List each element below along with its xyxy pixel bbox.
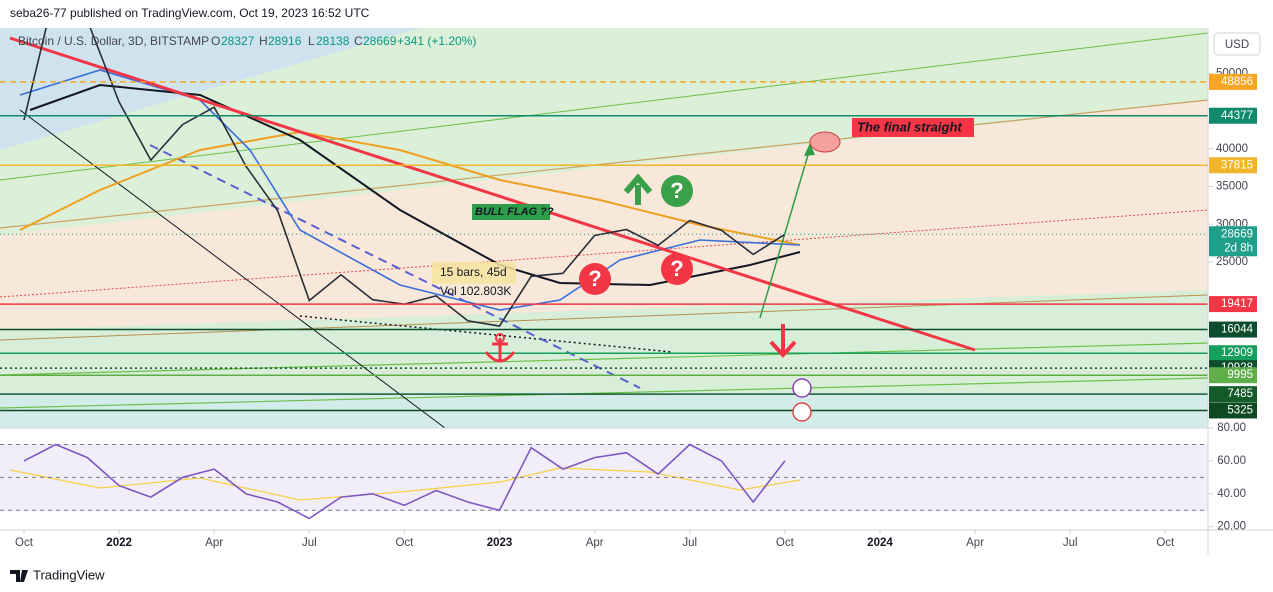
brand: TradingView xyxy=(33,567,105,582)
x-tick-label: 2022 xyxy=(106,537,132,549)
x-tick-label: Jul xyxy=(682,537,697,549)
ohlc-label: H xyxy=(259,34,268,48)
y-tick-label: 60.00 xyxy=(1217,455,1246,467)
level-label-box xyxy=(1209,386,1257,403)
level-label-box xyxy=(1209,345,1257,362)
x-tick-label: Apr xyxy=(586,537,604,549)
chart-title: Bitcoin / U.S. Dollar, 3D, BITSTAMP xyxy=(18,34,209,48)
svg-text:?: ? xyxy=(588,266,601,291)
level-label: 7485 xyxy=(1227,388,1253,400)
x-tick-label: Jul xyxy=(302,537,317,549)
ohlc-value: 28138 xyxy=(316,34,350,48)
ohlc-value: 28669 xyxy=(363,34,397,48)
y-tick-label: 20.00 xyxy=(1217,521,1246,533)
logo xyxy=(10,570,28,582)
level-label-box xyxy=(1209,157,1257,174)
line xyxy=(23,443,786,520)
y-tick-label: 35000 xyxy=(1216,181,1248,193)
question-icon xyxy=(661,253,693,285)
level-label: 19417 xyxy=(1221,298,1253,310)
x-tick-label: Oct xyxy=(776,537,795,549)
price-plot xyxy=(0,28,1208,412)
annotation: Vol 102.803K xyxy=(440,284,511,298)
level-label: 16044 xyxy=(1221,324,1254,336)
axes: 2500030000350004000050000488564437737815… xyxy=(15,67,1257,549)
level-label-box xyxy=(1209,107,1257,124)
level-label: 48856 xyxy=(1221,76,1253,88)
ohlc-label: L xyxy=(308,34,315,48)
level-label: 12909 xyxy=(1221,347,1253,359)
x-tick-label: Apr xyxy=(205,537,223,549)
ohlc-value: 28327 xyxy=(221,34,255,48)
current-price: 28669 xyxy=(1221,228,1253,240)
event-icon xyxy=(792,378,812,398)
change: +341 (+1.20%) xyxy=(397,34,476,48)
current-price-box xyxy=(1209,226,1257,257)
event-icon xyxy=(792,402,812,422)
level-label-box xyxy=(1209,402,1257,419)
annotation-box xyxy=(852,118,974,137)
x-tick-label: 2024 xyxy=(867,537,893,549)
annotation-box xyxy=(472,204,550,220)
rsi-plot xyxy=(0,443,1208,520)
price-axis xyxy=(1208,28,1273,555)
level-label-box xyxy=(1209,73,1257,90)
level-label: 5325 xyxy=(1227,404,1253,416)
down-arrow xyxy=(769,324,797,358)
level-label-box xyxy=(1209,321,1257,338)
y-tick-label: 80.00 xyxy=(1217,422,1246,434)
publisher: seba26-77 published on TradingView.com, … xyxy=(10,6,370,20)
level-label: 9995 xyxy=(1227,369,1253,381)
x-tick-label: Oct xyxy=(15,537,34,549)
annotation: The final straight xyxy=(857,119,962,134)
question-icon xyxy=(661,175,693,207)
x-tick-label: Oct xyxy=(1156,537,1175,549)
background xyxy=(0,28,1208,428)
svg-text:?: ? xyxy=(670,256,683,281)
countdown: 2d 8h xyxy=(1224,242,1253,254)
annotation: BULL FLAG ?? xyxy=(475,206,554,218)
question-icon xyxy=(579,263,611,295)
level-label-box xyxy=(1209,367,1257,384)
ohlc-label: C xyxy=(354,34,363,48)
annotation: 15 bars, 45d xyxy=(440,265,507,279)
up-arrow xyxy=(623,173,653,205)
svg-text:?: ? xyxy=(670,178,683,203)
y-tick-label: 40.00 xyxy=(1217,488,1246,500)
ohlc-value: 28916 xyxy=(268,34,302,48)
annotation-box xyxy=(432,262,516,284)
x-tick-label: Oct xyxy=(395,537,414,549)
x-tick-label: Apr xyxy=(966,537,984,549)
level-label: 37815 xyxy=(1221,159,1253,171)
ohlc-label: O xyxy=(211,34,220,48)
x-tick-label: Jul xyxy=(1063,537,1078,549)
level-label: 44377 xyxy=(1221,110,1253,122)
x-tick-label: 2023 xyxy=(487,537,513,549)
currency-button[interactable] xyxy=(1213,32,1261,56)
annotations: The final straight BULL FLAG ?? 15 bars,… xyxy=(432,118,974,422)
y-tick-label: 25000 xyxy=(1216,256,1248,268)
currency[interactable]: USD xyxy=(1225,39,1249,51)
y-tick-label: 40000 xyxy=(1216,143,1248,155)
level-label-box xyxy=(1209,296,1257,313)
